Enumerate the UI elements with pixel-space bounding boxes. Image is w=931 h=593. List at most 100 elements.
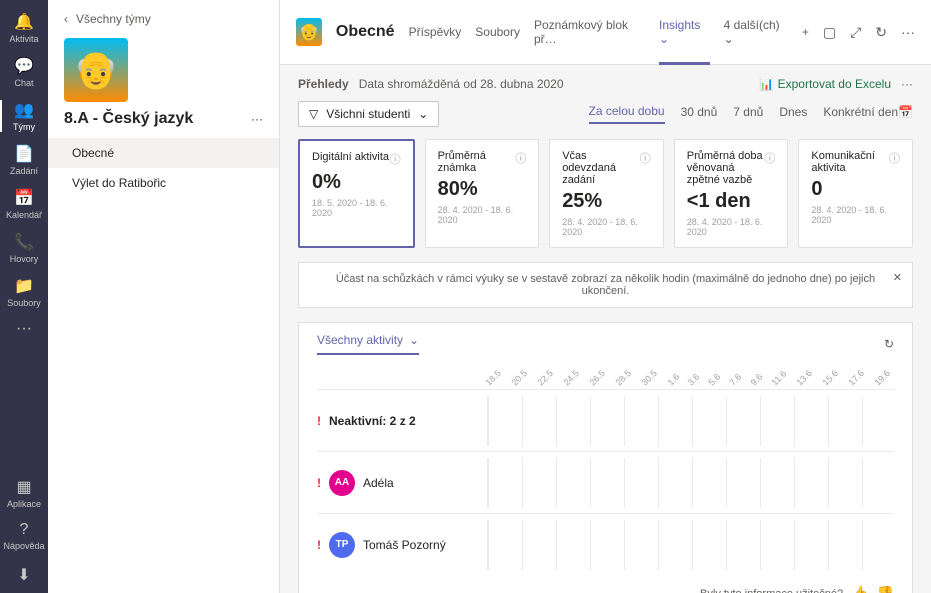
- info-icon[interactable]: ⓘ: [889, 150, 900, 166]
- activity-grid: [487, 396, 894, 446]
- card-title: Včas odevzdaná zadání: [562, 150, 640, 186]
- team-avatar[interactable]: 👴: [64, 38, 128, 102]
- card-date: 28. 4. 2020 - 18. 6. 2020: [811, 205, 900, 225]
- card-date: 28. 4. 2020 - 18. 6. 2020: [687, 217, 776, 237]
- rail-label: Hovory: [10, 254, 39, 264]
- card-date: 28. 4. 2020 - 18. 6. 2020: [562, 217, 651, 237]
- team-more-button[interactable]: ···: [251, 112, 263, 126]
- help-icon: ?: [20, 521, 29, 539]
- rail-download[interactable]: ⬇: [0, 557, 48, 593]
- timeline-date: 1.6: [665, 372, 681, 388]
- rail-files[interactable]: 📁 Soubory: [0, 270, 48, 314]
- card-value: <1 den: [687, 190, 776, 213]
- page-title: Přehledy: [298, 77, 349, 91]
- info-icon[interactable]: ⓘ: [764, 150, 775, 166]
- activity-filter-label: Všechny aktivity: [317, 333, 403, 347]
- calendar-icon: 📅: [898, 105, 913, 119]
- card-title: Průměrná doba věnovaná zpětné vazbě: [687, 150, 765, 186]
- time-7d[interactable]: 7 dnů: [733, 105, 763, 123]
- card-value: 80%: [438, 178, 527, 201]
- rail-calendar[interactable]: 📅 Kalendář: [0, 182, 48, 226]
- channel-obecne[interactable]: Obecné: [48, 138, 279, 168]
- add-tab-button[interactable]: +: [802, 21, 809, 49]
- tab-more[interactable]: 4 další(ch) ⌄: [724, 14, 788, 56]
- tab-insights[interactable]: Insights ⌄: [659, 14, 710, 56]
- refresh-icon[interactable]: ↻: [875, 24, 887, 41]
- rail-more[interactable]: ···: [0, 314, 48, 344]
- rail-label: Zadání: [10, 166, 38, 176]
- timeline-dates: 18.520.522.524.526.528.530.51.63.65.67.6…: [487, 379, 894, 389]
- time-today[interactable]: Dnes: [779, 105, 807, 123]
- expand-icon[interactable]: ⤢: [850, 24, 861, 41]
- timeline-date: 18.5: [483, 368, 502, 387]
- page-subtitle: Data shromážděná od 28. dubna 2020: [359, 77, 564, 91]
- student-row[interactable]: ! AA Adéla: [317, 451, 894, 513]
- banner-text: Účast na schůzkách v rámci výuky se v se…: [336, 273, 875, 297]
- kpi-cards: Digitální aktivitaⓘ 0% 18. 5. 2020 - 18.…: [298, 139, 913, 248]
- export-excel-button[interactable]: 📊 Exportovat do Excelu: [759, 77, 891, 91]
- apps-icon: ▦: [16, 477, 31, 497]
- warning-icon: !: [317, 414, 321, 428]
- tab-bar: 👴 Obecné Příspěvky Soubory Poznámkový bl…: [280, 0, 931, 65]
- card-value: 25%: [562, 190, 651, 213]
- timeline-date: 3.6: [686, 372, 702, 388]
- activity-grid: [487, 458, 894, 508]
- rail-chat[interactable]: 💬 Chat: [0, 50, 48, 94]
- back-label: Všechny týmy: [76, 12, 151, 26]
- subheader-more-icon[interactable]: ···: [901, 77, 913, 91]
- rail-activity[interactable]: 🔔 Aktivita: [0, 6, 48, 50]
- activity-filter-dropdown[interactable]: Všechny aktivity ⌄: [317, 333, 419, 355]
- student-filter-dropdown[interactable]: ▽ Všichni studenti ⌄: [298, 101, 439, 127]
- calendar-icon: 📅: [14, 188, 34, 208]
- app-rail: 🔔 Aktivita 💬 Chat 👥 Týmy 📄 Zadání 📅 Kale…: [0, 0, 48, 593]
- rail-calls[interactable]: 📞 Hovory: [0, 226, 48, 270]
- student-row[interactable]: ! TP Tomáš Pozorný: [317, 513, 894, 575]
- channel-vylet[interactable]: Výlet do Ratibořic: [48, 168, 279, 198]
- excel-icon: 📊: [759, 77, 774, 91]
- files-icon: 📁: [14, 276, 34, 296]
- info-icon[interactable]: ⓘ: [515, 150, 526, 166]
- timeline-date: 13.6: [795, 368, 814, 387]
- timeline-date: 9.6: [749, 372, 765, 388]
- team-title: 8.A - Český jazyk: [64, 110, 193, 128]
- time-specific-label: Konkrétní den: [823, 105, 898, 119]
- time-range-tabs: Za celou dobu 30 dnů 7 dnů Dnes Konkrétn…: [589, 104, 913, 124]
- back-all-teams[interactable]: ‹ Všechny týmy: [48, 0, 279, 38]
- card-feedback-time[interactable]: Průměrná doba věnovaná zpětné vazběⓘ <1 …: [674, 139, 789, 248]
- card-digital-activity[interactable]: Digitální aktivitaⓘ 0% 18. 5. 2020 - 18.…: [298, 139, 415, 248]
- filter-row: ▽ Všichni studenti ⌄ Za celou dobu 30 dn…: [298, 101, 913, 127]
- warning-icon: !: [317, 538, 321, 552]
- timeline-date: 30.5: [639, 368, 658, 387]
- student-name: Adéla: [363, 476, 394, 490]
- rail-assignments[interactable]: 📄 Zadání: [0, 138, 48, 182]
- rail-teams[interactable]: 👥 Týmy: [0, 94, 48, 138]
- card-comm-activity[interactable]: Komunikační aktivitaⓘ 0 28. 4. 2020 - 18…: [798, 139, 913, 248]
- student-name: Tomáš Pozorný: [363, 538, 446, 552]
- rail-apps[interactable]: ▦ Aplikace: [0, 471, 48, 515]
- tab-files[interactable]: Soubory: [475, 21, 520, 49]
- tab-more-icon[interactable]: ···: [901, 24, 915, 41]
- rail-label: Soubory: [7, 298, 41, 308]
- close-icon[interactable]: ✕: [893, 271, 902, 284]
- timeline-date: 26.5: [587, 368, 606, 387]
- info-icon[interactable]: ⓘ: [390, 151, 401, 167]
- time-30d[interactable]: 30 dnů: [681, 105, 718, 123]
- card-avg-grade[interactable]: Průměrná známkaⓘ 80% 28. 4. 2020 - 18. 6…: [425, 139, 540, 248]
- tab-notebook[interactable]: Poznámkový blok př…: [534, 14, 645, 56]
- channel-avatar: 👴: [296, 18, 322, 46]
- tab-action-1-icon[interactable]: ▢: [823, 24, 836, 41]
- thumbs-down-icon[interactable]: 👎: [877, 585, 894, 593]
- time-specific[interactable]: Konkrétní den📅: [823, 105, 913, 123]
- card-date: 28. 4. 2020 - 18. 6. 2020: [438, 205, 527, 225]
- thumbs-up-icon[interactable]: 👍: [851, 585, 868, 593]
- card-ontime[interactable]: Včas odevzdaná zadáníⓘ 25% 28. 4. 2020 -…: [549, 139, 664, 248]
- activity-refresh-icon[interactable]: ↻: [884, 337, 894, 351]
- info-icon[interactable]: ⓘ: [640, 150, 651, 166]
- teams-icon: 👥: [14, 100, 34, 120]
- inactive-count: Neaktivní: 2 z 2: [329, 414, 416, 428]
- card-title: Komunikační aktivita: [811, 150, 889, 174]
- rail-help[interactable]: ? Nápověda: [0, 515, 48, 557]
- avatar: AA: [329, 470, 355, 496]
- tab-posts[interactable]: Příspěvky: [409, 21, 462, 49]
- time-all[interactable]: Za celou dobu: [589, 104, 665, 124]
